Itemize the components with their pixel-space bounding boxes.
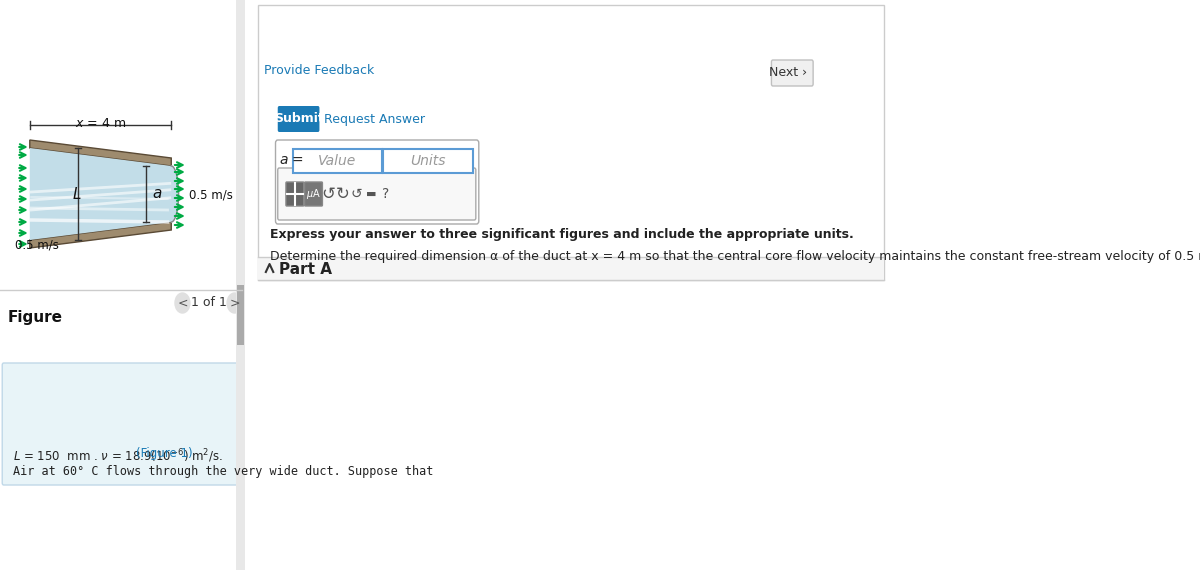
FancyBboxPatch shape — [277, 168, 476, 220]
Text: ↺: ↺ — [322, 185, 335, 203]
Text: Next ›: Next › — [769, 67, 806, 79]
Text: Figure: Figure — [7, 310, 62, 325]
Text: Value: Value — [318, 154, 356, 168]
Text: 0.5 m/s: 0.5 m/s — [14, 239, 59, 252]
Bar — [258, 257, 884, 280]
Polygon shape — [30, 222, 172, 248]
Text: $a$: $a$ — [152, 186, 162, 202]
Text: Provide Feedback: Provide Feedback — [264, 63, 374, 76]
Text: 1 of 1: 1 of 1 — [191, 296, 227, 310]
Text: ▬: ▬ — [366, 189, 376, 199]
Polygon shape — [172, 166, 179, 222]
Polygon shape — [30, 140, 172, 166]
Text: Part A: Part A — [280, 263, 332, 278]
Bar — [236, 285, 245, 345]
Text: <: < — [178, 296, 187, 310]
Text: Submit: Submit — [274, 112, 324, 125]
Text: >: > — [229, 296, 240, 310]
Text: ?: ? — [382, 187, 389, 201]
Text: $x$ = 4 m: $x$ = 4 m — [74, 117, 126, 130]
Text: Request Answer: Request Answer — [324, 112, 425, 125]
Text: Air at 60° C flows through the very wide duct. Suppose that: Air at 60° C flows through the very wide… — [13, 465, 433, 478]
FancyBboxPatch shape — [772, 60, 814, 86]
FancyBboxPatch shape — [2, 363, 242, 485]
Polygon shape — [30, 148, 172, 240]
Text: Express your answer to three significant figures and include the appropriate uni: Express your answer to three significant… — [270, 228, 854, 241]
Text: ↺: ↺ — [350, 187, 362, 201]
Text: Units: Units — [410, 154, 446, 168]
Bar — [236, 0, 245, 570]
Circle shape — [175, 293, 190, 313]
Text: ↻: ↻ — [336, 185, 349, 203]
FancyBboxPatch shape — [286, 182, 304, 206]
FancyBboxPatch shape — [258, 5, 884, 280]
Text: $\mu$A: $\mu$A — [306, 187, 320, 201]
Text: Determine the required dimension α of the duct at x = 4 m so that the central co: Determine the required dimension α of th… — [270, 250, 1200, 263]
FancyBboxPatch shape — [293, 149, 382, 173]
FancyBboxPatch shape — [305, 182, 323, 206]
Text: $L$ = 150  mm . $\nu$ = 18.9(10$^{-6}$) m$^2$/s.: $L$ = 150 mm . $\nu$ = 18.9(10$^{-6}$) m… — [13, 447, 224, 465]
FancyBboxPatch shape — [384, 149, 473, 173]
Text: (Figure 1): (Figure 1) — [136, 447, 192, 460]
Text: 0.5 m/s: 0.5 m/s — [190, 189, 233, 202]
Text: $L$: $L$ — [72, 186, 82, 202]
Circle shape — [227, 293, 242, 313]
Text: $a$ =: $a$ = — [280, 153, 305, 167]
FancyBboxPatch shape — [277, 106, 319, 132]
